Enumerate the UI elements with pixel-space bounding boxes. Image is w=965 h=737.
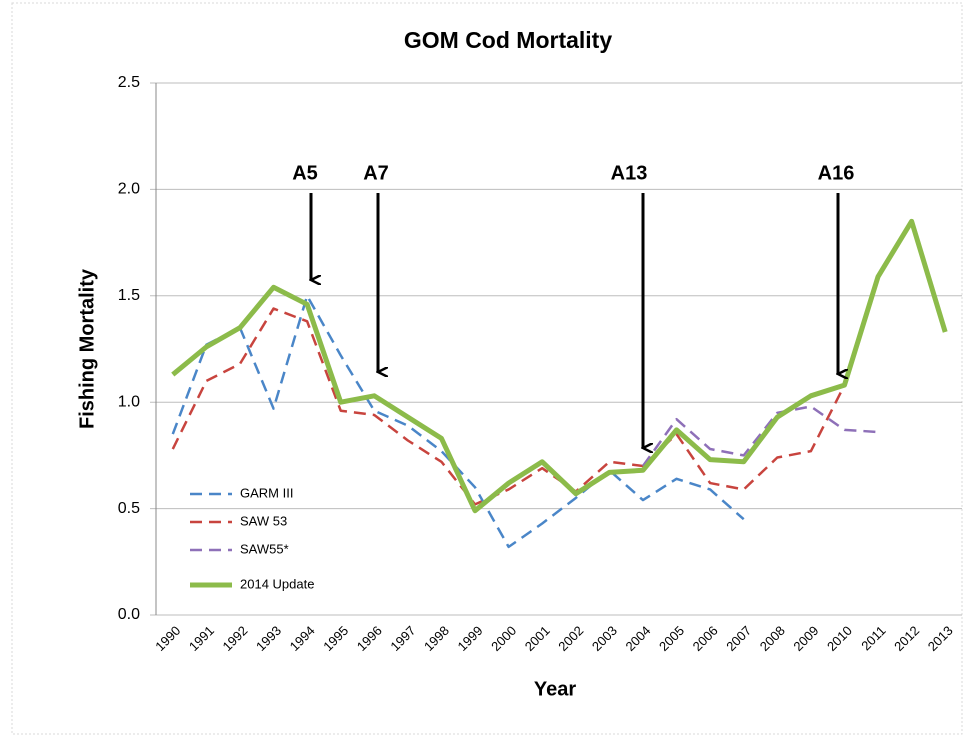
x-tick-label: 2010 [824,623,855,654]
x-tick-label: 1994 [287,623,318,654]
x-tick-label: 2003 [589,623,620,654]
x-tick-label: 2009 [790,623,821,654]
x-tick-label: 1995 [320,623,351,654]
x-tick-label: 2001 [522,623,553,654]
annotation-label: A16 [818,162,855,184]
chart-frame [11,2,963,735]
legend-label: GARM III [240,485,293,500]
x-tick-label: 2006 [690,623,721,654]
chart-title: GOM Cod Mortality [404,27,612,53]
x-tick-label: 1991 [186,623,217,654]
x-tick-label: 2007 [723,623,754,654]
annotation-label: A13 [611,162,648,184]
series-line [171,307,846,506]
x-tick-label: 1998 [421,623,452,654]
x-tick-label: 2000 [488,623,519,654]
series-line [171,218,948,514]
x-tick-label: 1996 [354,623,385,654]
x-tick-label: 1992 [219,623,250,654]
y-tick-label: 0.5 [118,500,140,517]
annotation-label: A5 [292,162,318,184]
y-axis-label: Fishing Mortality [76,268,98,429]
y-tick-label: 2.5 [118,74,140,91]
x-tick-label: 2012 [891,623,922,654]
annotation-label: A7 [363,162,389,184]
x-tick-label: 1999 [455,623,486,654]
y-tick-label: 1.5 [118,287,140,304]
x-tick-label: 2011 [858,623,888,653]
legend-label: SAW55* [240,541,289,556]
x-axis-label: Year [534,678,576,700]
x-tick-label: 2004 [622,623,653,654]
y-tick-label: 1.0 [118,393,140,410]
legend-label: 2014 Update [240,576,314,591]
x-tick-label: 1990 [152,623,183,654]
series-line [641,405,879,467]
y-tick-label: 0.0 [118,606,140,623]
x-tick-label: 2005 [656,623,687,654]
x-tick-label: 1997 [387,623,418,654]
legend-label: SAW 53 [240,513,287,528]
y-tick-label: 2.0 [118,181,140,198]
x-tick-label: 1993 [253,623,284,654]
x-tick-label: 2002 [555,623,586,654]
series-line [171,294,745,549]
x-tick-label: 2013 [925,623,956,654]
x-tick-label: 2008 [757,623,788,654]
